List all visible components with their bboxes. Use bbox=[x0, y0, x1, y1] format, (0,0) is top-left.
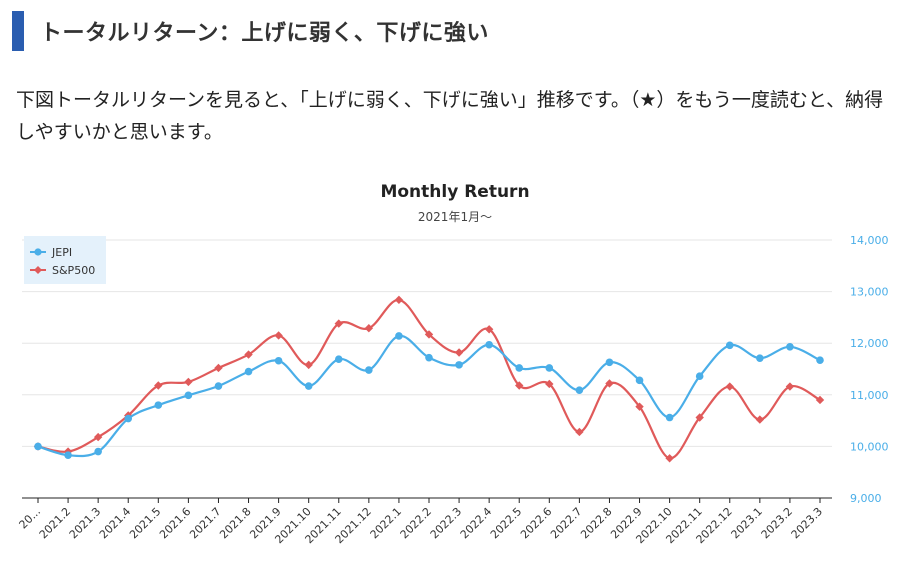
x-tick-label: 2023.1 bbox=[729, 505, 765, 541]
y-tick-label: 13,000 bbox=[850, 286, 889, 299]
data-point-jepi bbox=[94, 447, 102, 456]
x-tick-label: 2022.3 bbox=[428, 505, 464, 541]
x-tick-label: 2023.2 bbox=[759, 505, 795, 541]
x-tick-label: 2022.8 bbox=[578, 505, 614, 541]
data-point-jepi bbox=[786, 343, 794, 351]
data-point-sp500 bbox=[244, 350, 253, 359]
data-point-jepi bbox=[365, 366, 373, 374]
data-point-jepi bbox=[304, 382, 313, 390]
data-point-sp500 bbox=[184, 377, 193, 387]
data-point-sp500 bbox=[515, 381, 524, 390]
heading-text: トータルリターン：上げに弱く、下げに強い bbox=[40, 21, 489, 46]
data-point-sp500 bbox=[394, 295, 404, 305]
data-point-jepi bbox=[274, 356, 283, 365]
x-tick-label: 2021.4 bbox=[97, 505, 133, 541]
x-tick-label: 2021.2 bbox=[37, 505, 73, 541]
data-point-sp500 bbox=[214, 363, 223, 373]
x-tick-label: 2023.3 bbox=[789, 505, 825, 541]
series-layer bbox=[33, 295, 825, 463]
data-point-jepi bbox=[244, 367, 253, 376]
data-point-jepi bbox=[334, 355, 343, 363]
data-point-sp500 bbox=[484, 325, 494, 334]
data-point-jepi bbox=[575, 386, 584, 394]
data-point-jepi bbox=[184, 391, 193, 400]
data-point-sp500 bbox=[93, 432, 103, 442]
y-tick-label: 10,000 bbox=[850, 440, 889, 453]
x-tick-label: 2021.7 bbox=[187, 505, 223, 541]
section-heading: トータルリターン：上げに弱く、下げに強い bbox=[12, 8, 902, 54]
x-tick-label: 2021.8 bbox=[217, 505, 253, 541]
series-line-sp500 bbox=[37, 298, 821, 460]
data-point-sp500 bbox=[364, 324, 374, 333]
monthly-return-chart: Monthly Return 2021年1月〜 9,000 10,000 11,00… bbox=[17, 182, 889, 546]
x-tick-label: 2022.6 bbox=[518, 505, 554, 541]
x-tick-label: 20... bbox=[17, 505, 44, 532]
data-point-sp500 bbox=[635, 402, 644, 411]
data-point-jepi bbox=[515, 364, 524, 372]
x-tick-label: 2022.7 bbox=[548, 505, 584, 541]
y-tick-label: 12,000 bbox=[850, 337, 889, 350]
series-jepi bbox=[34, 332, 824, 459]
data-point-sp500 bbox=[154, 381, 163, 390]
data-point-jepi bbox=[455, 361, 463, 369]
data-point-jepi bbox=[425, 353, 433, 362]
x-tick-label: 2021.5 bbox=[127, 505, 163, 541]
legend-marker-jepi bbox=[34, 248, 42, 256]
data-point-sp500 bbox=[334, 319, 343, 328]
data-point-jepi bbox=[665, 413, 674, 422]
heading-accent-bar bbox=[12, 11, 24, 51]
data-point-sp500 bbox=[725, 382, 734, 391]
y-axis: 9,000 10,000 11,000 12,000 13,000 14,000 bbox=[850, 234, 889, 505]
chart-title: Monthly Return bbox=[380, 182, 529, 202]
data-point-jepi bbox=[725, 341, 734, 350]
data-point-jepi bbox=[756, 354, 764, 362]
data-point-jepi bbox=[605, 358, 614, 367]
data-point-jepi bbox=[545, 364, 554, 372]
x-tick-label: 2022.5 bbox=[488, 505, 524, 541]
data-point-jepi bbox=[154, 401, 163, 409]
data-point-jepi bbox=[64, 451, 72, 459]
y-tick-label: 11,000 bbox=[850, 389, 889, 402]
data-point-sp500 bbox=[605, 379, 614, 388]
chart-legend: JEPI S&P500 bbox=[24, 236, 106, 284]
data-point-jepi bbox=[395, 332, 403, 340]
x-tick-label: 2021.3 bbox=[67, 505, 103, 541]
chart-gridlines bbox=[22, 239, 832, 499]
data-point-sp500 bbox=[575, 427, 584, 437]
data-point-sp500 bbox=[454, 348, 464, 357]
y-tick-label: 9,000 bbox=[850, 492, 882, 505]
data-point-sp500 bbox=[304, 360, 313, 370]
legend-label-sp500: S&P500 bbox=[52, 264, 95, 277]
y-tick-label: 14,000 bbox=[850, 234, 889, 247]
legend-marker-sp500 bbox=[34, 266, 42, 274]
body-paragraph: 下図トータルリターンを見ると、「上げに弱く、下げに強い」推移です。（★）をもう一… bbox=[16, 89, 884, 143]
x-axis: 20...2021.22021.32021.42021.52021.62021.… bbox=[17, 498, 825, 546]
data-point-jepi bbox=[124, 414, 133, 423]
data-point-sp500 bbox=[274, 331, 283, 340]
x-tick-label: 2022.2 bbox=[398, 505, 434, 541]
data-point-jepi bbox=[485, 340, 493, 349]
data-point-sp500 bbox=[755, 415, 765, 424]
data-point-sp500 bbox=[815, 395, 825, 405]
data-point-sp500 bbox=[695, 413, 704, 422]
data-point-jepi bbox=[34, 442, 42, 451]
legend-label-jepi: JEPI bbox=[51, 246, 72, 259]
data-point-jepi bbox=[635, 376, 644, 385]
data-point-jepi bbox=[214, 382, 223, 390]
legend-box bbox=[24, 236, 106, 284]
data-point-jepi bbox=[695, 372, 704, 381]
data-point-sp500 bbox=[424, 330, 434, 339]
data-point-sp500 bbox=[545, 379, 554, 389]
x-tick-label: 2022.4 bbox=[458, 505, 494, 541]
x-tick-label: 2021.6 bbox=[157, 505, 193, 541]
data-point-jepi bbox=[816, 356, 824, 365]
x-tick-label: 2022.1 bbox=[368, 505, 404, 541]
data-point-sp500 bbox=[665, 454, 674, 463]
chart-subtitle: 2021年1月〜 bbox=[418, 210, 492, 224]
series-sp500 bbox=[33, 295, 825, 463]
data-point-sp500 bbox=[785, 382, 795, 391]
